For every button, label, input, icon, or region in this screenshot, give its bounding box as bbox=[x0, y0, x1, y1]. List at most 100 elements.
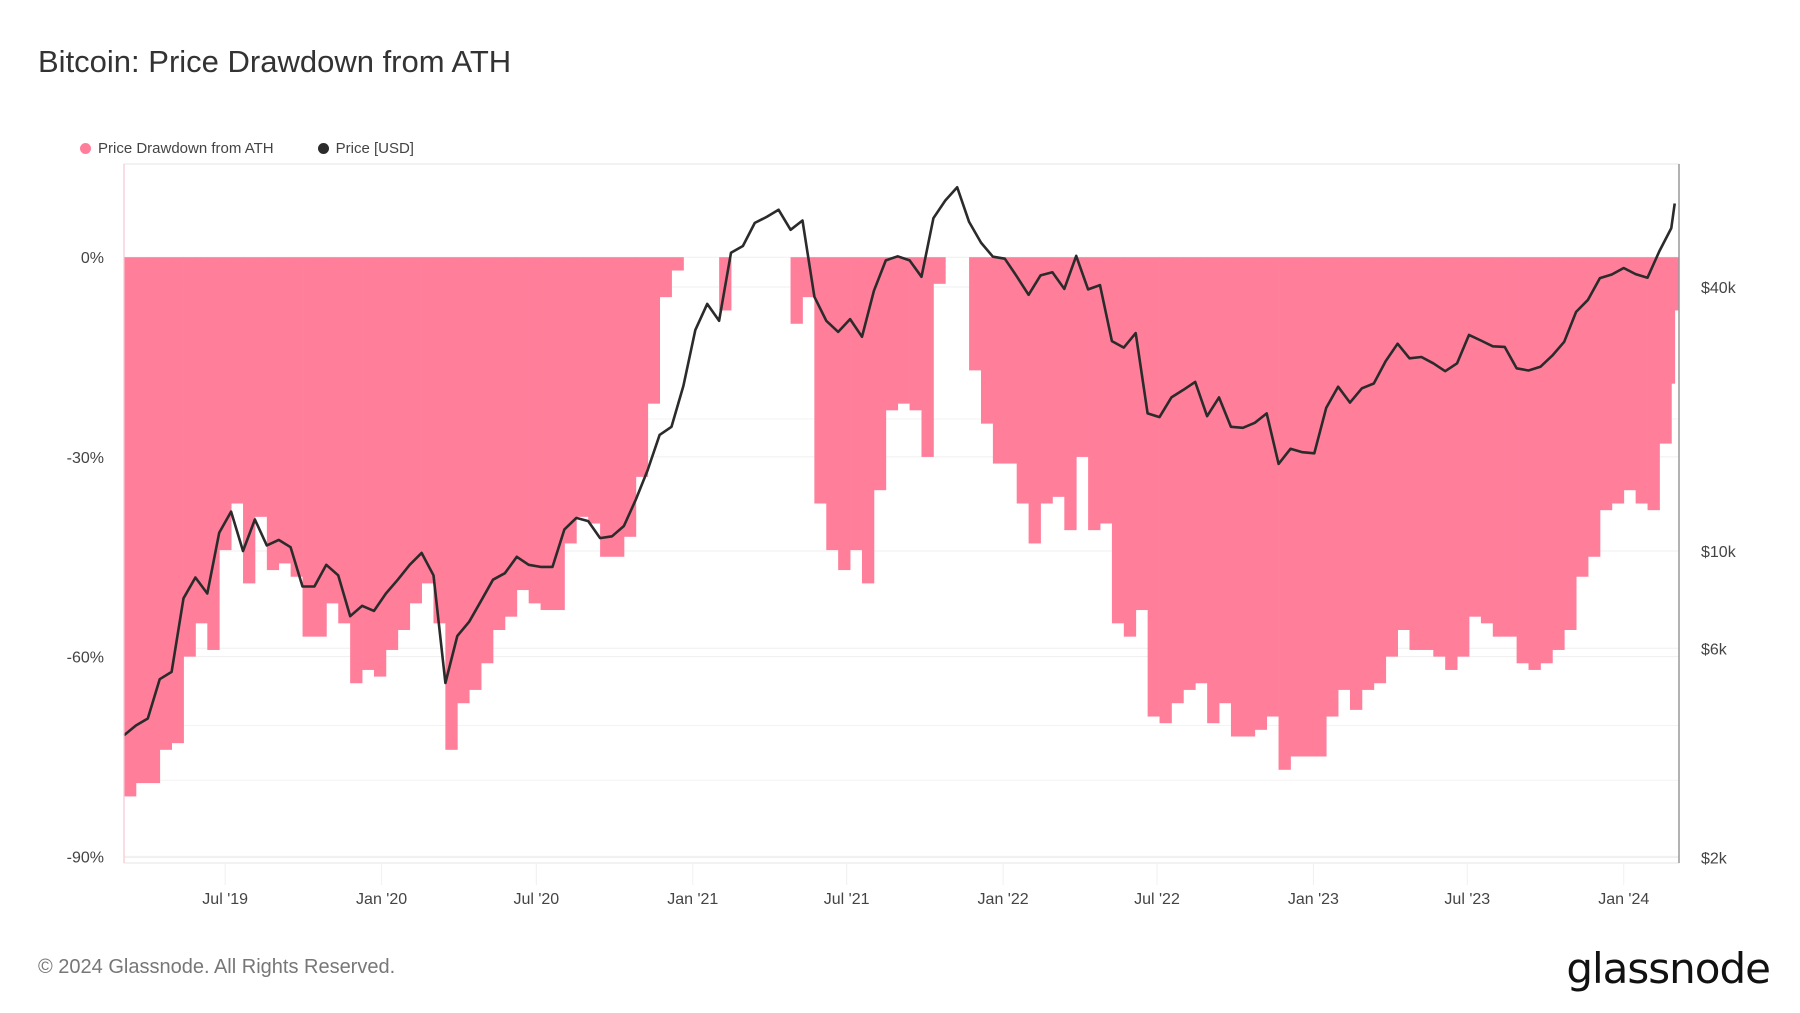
drawdown-bar bbox=[921, 257, 934, 457]
drawdown-bar bbox=[1171, 257, 1184, 704]
drawdown-bar bbox=[1326, 257, 1339, 717]
drawdown-bar bbox=[243, 257, 256, 584]
drawdown-bar bbox=[254, 257, 268, 517]
drawdown-bar bbox=[826, 257, 839, 551]
price-line-group bbox=[123, 186, 1676, 737]
drawdown-bar bbox=[635, 257, 649, 477]
drawdown-bar bbox=[362, 257, 375, 670]
chart-title: Bitcoin: Price Drawdown from ATH bbox=[38, 44, 512, 79]
y-right-tick-label: $10k bbox=[1701, 544, 1737, 561]
drawdown-bar bbox=[314, 257, 327, 637]
drawdown-bar bbox=[647, 257, 661, 404]
drawdown-bar bbox=[1111, 257, 1125, 624]
drawdown-bar bbox=[350, 257, 363, 684]
drawdown-bar bbox=[171, 257, 184, 744]
drawdown-bar bbox=[1588, 257, 1601, 557]
drawdown-bar bbox=[1278, 257, 1291, 770]
y-left-tick-label: -30% bbox=[67, 450, 104, 467]
drawdown-bar bbox=[1671, 257, 1676, 384]
drawdown-bar bbox=[1540, 257, 1553, 664]
x-tick-label: Jul '22 bbox=[1134, 891, 1180, 908]
drawdown-bar bbox=[980, 257, 994, 424]
drawdown-bar bbox=[231, 257, 244, 504]
drawdown-bar bbox=[492, 257, 506, 630]
drawdown-bar bbox=[195, 257, 208, 624]
drawdown-bar bbox=[433, 257, 446, 624]
legend-item-drawdown[interactable]: Price Drawdown from ATH bbox=[80, 140, 274, 157]
y-right-tick-label: $2k bbox=[1701, 850, 1728, 867]
drawdown-bar bbox=[576, 257, 589, 517]
drawdown-bar bbox=[338, 257, 351, 624]
drawdown-bar bbox=[552, 257, 565, 611]
glassnode-logo: glassnode bbox=[1566, 944, 1771, 993]
drawdown-bar bbox=[1623, 257, 1637, 491]
drawdown-bar bbox=[1349, 257, 1363, 710]
y-right-tick-label: $40k bbox=[1701, 280, 1737, 297]
copyright: © 2024 Glassnode. All Rights Reserved. bbox=[38, 956, 396, 978]
drawdown-bar bbox=[457, 257, 470, 704]
drawdown-bar bbox=[207, 257, 220, 650]
drawdown-bar bbox=[588, 257, 601, 524]
drawdown-bar bbox=[1195, 257, 1208, 684]
drawdown-bar bbox=[1076, 257, 1089, 457]
drawdown-bar bbox=[1040, 257, 1053, 504]
drawdown-bar bbox=[1409, 257, 1422, 650]
drawdown-bar bbox=[850, 257, 863, 551]
drawdown-bar bbox=[266, 257, 280, 571]
drawdown-bar bbox=[1445, 257, 1458, 670]
drawdown-bar bbox=[992, 257, 1006, 464]
drawdown-bar bbox=[1635, 257, 1648, 504]
drawdown-bar bbox=[421, 257, 434, 584]
drawdown-bar bbox=[409, 257, 422, 604]
drawdown-bar bbox=[1576, 257, 1589, 577]
drawdown-bar bbox=[838, 257, 851, 571]
plot-frame bbox=[123, 163, 1680, 864]
drawdown-bar bbox=[1242, 257, 1256, 737]
drawdown-bar bbox=[1147, 257, 1160, 717]
drawdown-bar bbox=[1361, 257, 1375, 690]
drawdown-bar bbox=[469, 257, 482, 690]
drawdown-bar bbox=[1314, 257, 1327, 757]
drawdown-bar bbox=[1159, 257, 1172, 724]
x-tick-label: Jul '23 bbox=[1444, 891, 1490, 908]
x-tick-label: Jan '20 bbox=[356, 891, 407, 908]
x-tick-label: Jul '19 bbox=[202, 891, 248, 908]
drawdown-bar bbox=[1183, 257, 1196, 690]
y-left-tick-label: 0% bbox=[81, 250, 104, 267]
drawdown-bar bbox=[504, 257, 518, 617]
drawdown-bar bbox=[159, 257, 173, 750]
drawdown-bar bbox=[1528, 257, 1541, 670]
x-tick-label: Jan '22 bbox=[978, 891, 1029, 908]
drawdown-bar bbox=[1266, 257, 1279, 717]
drawdown-bar bbox=[1421, 257, 1434, 650]
drawdown-bar bbox=[1647, 257, 1660, 511]
drawdown-bar bbox=[385, 257, 399, 650]
drawdown-bar bbox=[1123, 257, 1137, 637]
drawdown-bar bbox=[135, 257, 149, 784]
drawdown-bar bbox=[302, 257, 315, 637]
drawdown-bar bbox=[1504, 257, 1518, 637]
drawdown-bar bbox=[219, 257, 232, 551]
drawdown-bar bbox=[600, 257, 613, 557]
drawdown-bar bbox=[147, 257, 161, 784]
drawdown-bar bbox=[1552, 257, 1565, 650]
price-line bbox=[123, 186, 1676, 737]
drawdown-bar bbox=[659, 257, 672, 298]
drawdown-bar bbox=[1397, 257, 1410, 630]
x-tick-label: Jan '23 bbox=[1288, 891, 1339, 908]
drawdown-bar bbox=[481, 257, 494, 664]
drawdown-bar bbox=[124, 257, 137, 797]
legend-item-price[interactable]: Price [USD] bbox=[317, 140, 414, 157]
drawdown-bar bbox=[1433, 257, 1446, 657]
legend-label-drawdown: Price Drawdown from ATH bbox=[98, 140, 274, 157]
drawdown-bar bbox=[1674, 257, 1680, 311]
drawdown-bar bbox=[969, 257, 982, 371]
drawdown-bar bbox=[671, 257, 684, 271]
drawdown-bar bbox=[1230, 257, 1244, 737]
legend-dot-price-icon bbox=[317, 143, 329, 154]
legend-dot-drawdown-icon bbox=[80, 143, 91, 154]
drawdown-bar bbox=[1028, 257, 1041, 544]
drawdown-bar bbox=[1254, 257, 1268, 730]
drawdown-bar bbox=[1611, 257, 1625, 504]
